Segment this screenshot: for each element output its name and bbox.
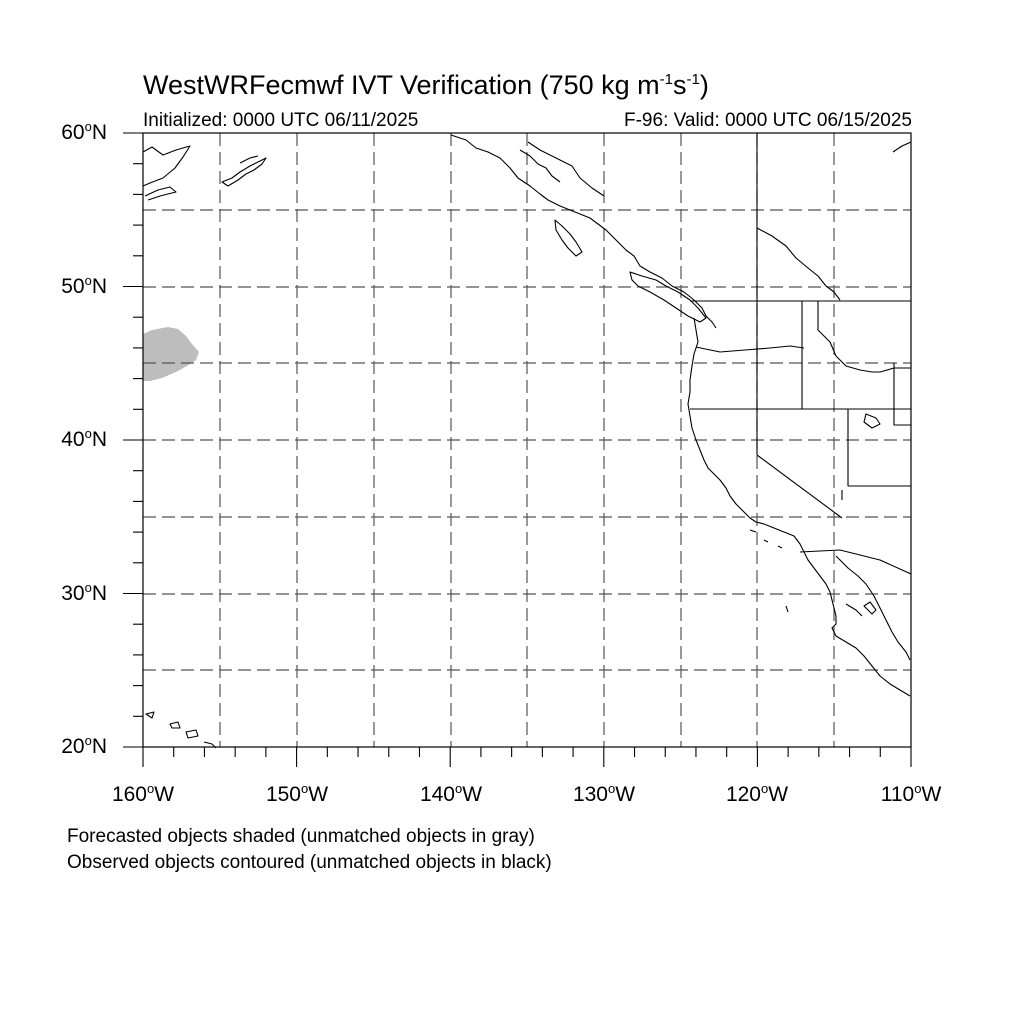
lat-label-60n: 60oN	[61, 119, 107, 144]
coastlines	[142, 133, 912, 749]
forecast-object-unmatched	[143, 327, 199, 381]
initialized-label: Initialized: 0000 UTC 06/11/2025	[143, 110, 419, 131]
lon-label-140w: 140oW	[419, 781, 483, 806]
note-forecast: Forecasted objects shaded (unmatched obj…	[67, 826, 535, 847]
tick-marks	[123, 132, 912, 767]
lat-label-50n: 50oN	[61, 273, 107, 298]
note-observed: Observed objects contoured (unmatched ob…	[67, 852, 552, 873]
grid-lines	[143, 133, 911, 747]
lon-label-160w: 160oW	[111, 781, 175, 806]
lon-label-110w: 110oW	[880, 781, 942, 806]
lat-label-20n: 20oN	[61, 733, 107, 758]
lon-label-120w: 120oW	[725, 781, 789, 806]
valid-label: F-96: Valid: 0000 UTC 06/15/2025	[624, 110, 912, 131]
lon-label-150w: 150oW	[265, 781, 329, 806]
lat-label-30n: 30oN	[61, 580, 107, 605]
lon-label-130w: 130oW	[572, 781, 636, 806]
chart-title: WestWRFecmwf IVT Verification (750 kg m-…	[143, 70, 709, 100]
lat-label-40n: 40oN	[61, 426, 107, 451]
